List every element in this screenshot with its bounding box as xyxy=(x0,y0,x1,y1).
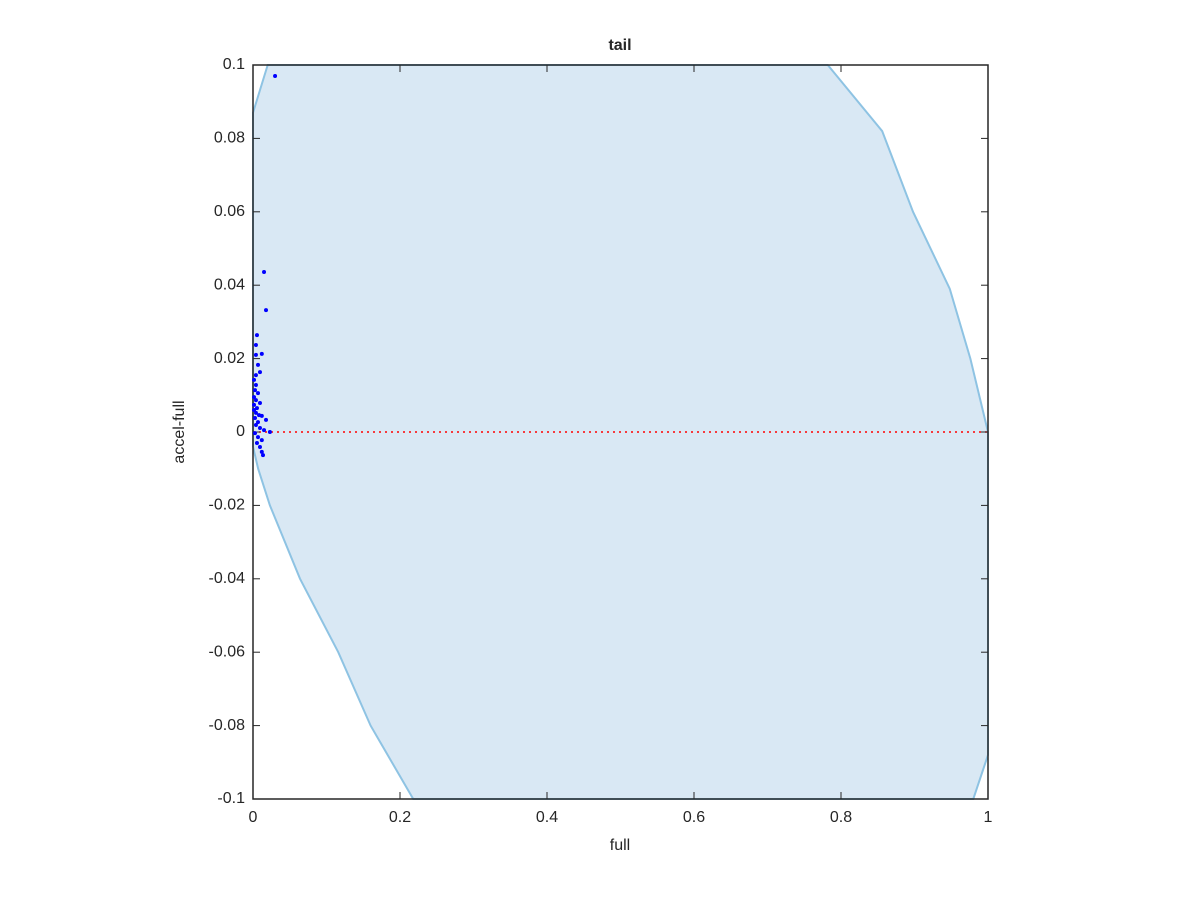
point xyxy=(255,420,260,425)
point xyxy=(262,428,267,433)
y-tick-label: 0.06 xyxy=(214,203,245,220)
point xyxy=(254,406,259,411)
y-tick-label: 0.1 xyxy=(223,56,245,73)
point xyxy=(259,449,264,454)
point xyxy=(254,333,259,338)
x-tick-label: 1 xyxy=(984,809,993,826)
point xyxy=(253,423,258,428)
point xyxy=(257,401,262,406)
x-tick-label: 0 xyxy=(249,809,258,826)
chart-title: tail xyxy=(608,37,631,54)
x-tick-label: 0.4 xyxy=(536,809,558,826)
y-tick-label: 0.04 xyxy=(214,276,245,293)
point xyxy=(255,435,260,440)
y-tick-label: -0.02 xyxy=(209,497,246,514)
point xyxy=(267,430,272,434)
point xyxy=(252,388,257,393)
point xyxy=(259,351,264,356)
point xyxy=(262,269,267,274)
point xyxy=(264,308,269,313)
point xyxy=(253,352,258,357)
x-tick-label: 0.6 xyxy=(683,809,705,826)
point xyxy=(253,398,258,403)
y-tick-label: 0.02 xyxy=(214,350,245,367)
y-tick-label: -0.08 xyxy=(209,717,246,734)
point xyxy=(252,416,257,421)
point xyxy=(253,383,258,388)
point xyxy=(253,373,258,378)
point xyxy=(259,438,264,443)
point xyxy=(264,417,269,422)
point xyxy=(257,370,262,375)
point xyxy=(254,441,259,446)
point xyxy=(260,453,265,458)
y-tick-label: -0.06 xyxy=(209,643,246,660)
x-tick-label: 0.8 xyxy=(830,809,852,826)
point xyxy=(252,402,257,407)
point xyxy=(253,343,258,348)
y-tick-label: -0.04 xyxy=(209,570,246,587)
point xyxy=(252,431,257,436)
y-tick-label: 0 xyxy=(236,423,245,440)
point xyxy=(253,410,258,415)
point xyxy=(257,425,262,430)
y-tick-label: 0.08 xyxy=(214,130,245,147)
point xyxy=(252,395,257,400)
y-tick-label: -0.1 xyxy=(217,790,245,807)
point xyxy=(255,391,260,396)
point xyxy=(257,445,262,450)
point xyxy=(273,74,278,79)
point xyxy=(252,377,257,382)
y-axis-label: accel-full xyxy=(171,400,188,463)
x-axis-label: full xyxy=(610,837,630,854)
point xyxy=(252,407,257,412)
x-tick-label: 0.2 xyxy=(389,809,411,826)
point xyxy=(255,362,260,367)
point xyxy=(259,413,264,418)
